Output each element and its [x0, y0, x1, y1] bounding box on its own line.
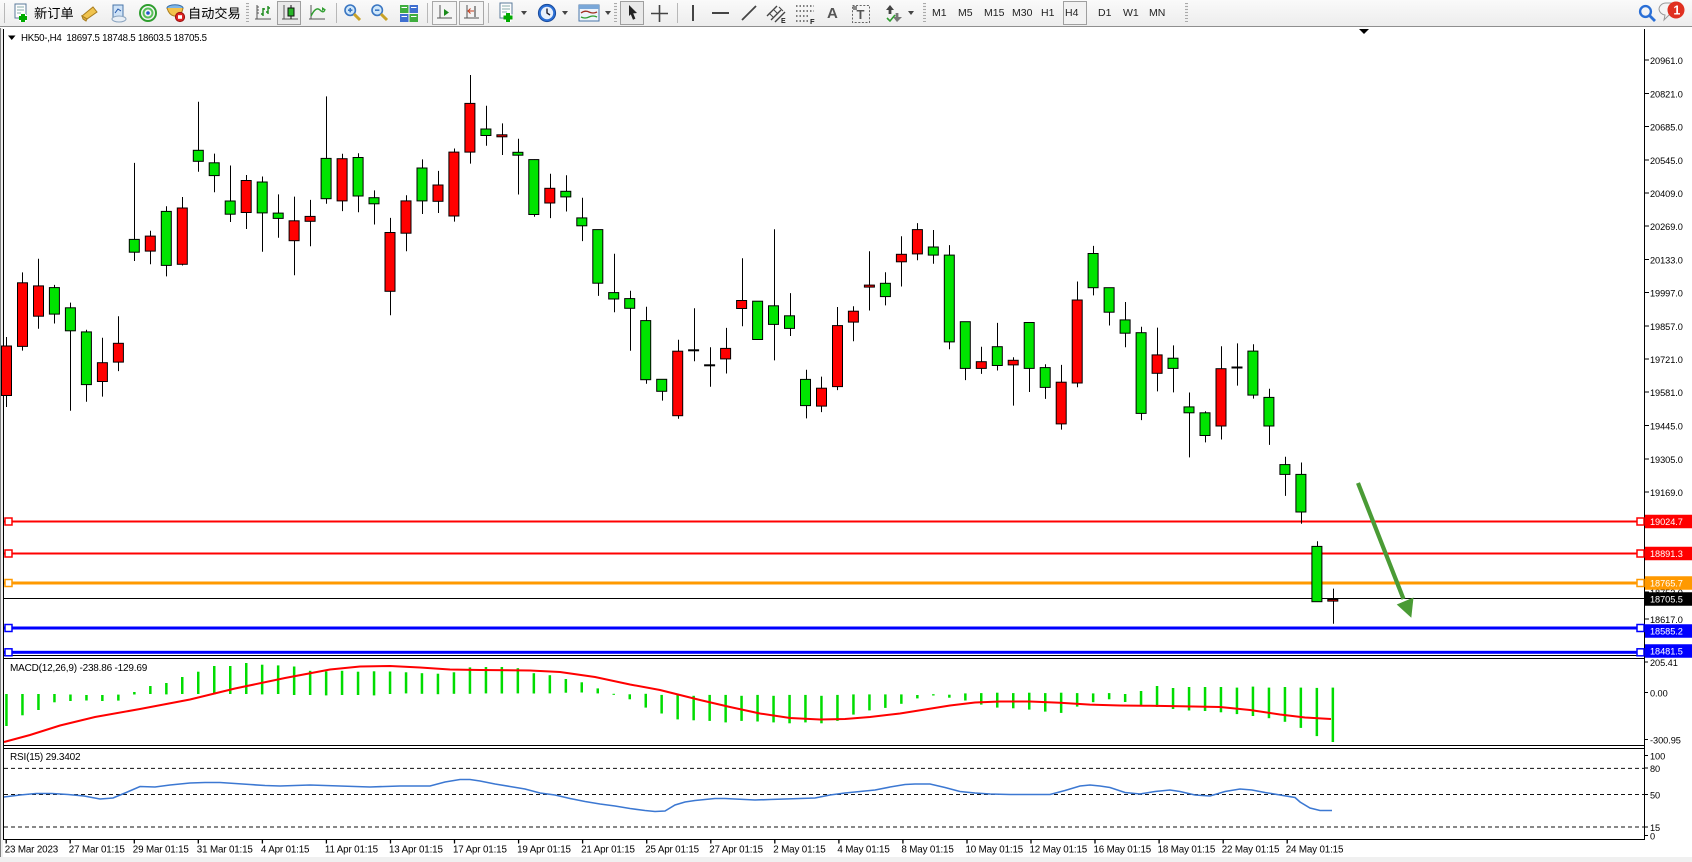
svg-text:12 May 01:15: 12 May 01:15 — [1030, 845, 1088, 856]
svg-text:19581.0: 19581.0 — [1650, 388, 1683, 398]
svg-text:16 May 01:15: 16 May 01:15 — [1094, 845, 1152, 856]
svg-text:27 Mar 01:15: 27 Mar 01:15 — [69, 845, 126, 856]
svg-text:20133.0: 20133.0 — [1650, 256, 1683, 266]
svg-text:25 Apr 01:15: 25 Apr 01:15 — [645, 845, 699, 856]
svg-text:T: T — [857, 7, 865, 22]
svg-text:22 May 01:15: 22 May 01:15 — [1222, 845, 1280, 856]
svg-text:19857.0: 19857.0 — [1650, 322, 1683, 332]
svg-text:19169.0: 19169.0 — [1650, 488, 1683, 498]
svg-text:20821.0: 20821.0 — [1650, 90, 1683, 100]
svg-text:20269.0: 20269.0 — [1650, 222, 1683, 232]
svg-text:0: 0 — [1650, 832, 1655, 842]
svg-text:HK50-,H4 18697.5 18748.5 1860: HK50-,H4 18697.5 18748.5 18603.5 18705.5 — [21, 33, 207, 44]
svg-text:18617.0: 18617.0 — [1650, 615, 1683, 625]
svg-text:F: F — [810, 17, 815, 24]
svg-text:4 Apr 01:15: 4 Apr 01:15 — [261, 845, 310, 856]
svg-text:31 Mar 01:15: 31 Mar 01:15 — [197, 845, 254, 856]
svg-text:18585.2: 18585.2 — [1650, 627, 1683, 637]
svg-text:27 Apr 01:15: 27 Apr 01:15 — [709, 845, 763, 856]
svg-text:19997.0: 19997.0 — [1650, 289, 1683, 299]
svg-text:RSI(15) 29.3402: RSI(15) 29.3402 — [10, 752, 81, 763]
svg-text:-300.95: -300.95 — [1650, 736, 1681, 746]
svg-text:80: 80 — [1650, 764, 1660, 774]
svg-text:29 Mar 01:15: 29 Mar 01:15 — [133, 845, 190, 856]
svg-text:19445.0: 19445.0 — [1650, 422, 1683, 432]
svg-text:23 Mar 2023: 23 Mar 2023 — [5, 845, 59, 856]
svg-text:18481.5: 18481.5 — [1650, 647, 1683, 657]
svg-text:4 May 01:15: 4 May 01:15 — [837, 845, 890, 856]
svg-text:8 May 01:15: 8 May 01:15 — [901, 845, 954, 856]
svg-text:E: E — [781, 18, 786, 24]
svg-text:20409.0: 20409.0 — [1650, 189, 1683, 199]
svg-text:0.00: 0.00 — [1650, 689, 1668, 699]
svg-text:21 Apr 01:15: 21 Apr 01:15 — [581, 845, 635, 856]
svg-text:MACD(12,26,9) -238.86 -129.69: MACD(12,26,9) -238.86 -129.69 — [10, 663, 148, 674]
svg-text:50: 50 — [1650, 791, 1660, 801]
svg-text:2 May 01:15: 2 May 01:15 — [773, 845, 826, 856]
svg-text:18891.3: 18891.3 — [1650, 549, 1683, 559]
svg-text:1: 1 — [1673, 4, 1680, 18]
svg-text:17 Apr 01:15: 17 Apr 01:15 — [453, 845, 507, 856]
svg-text:15: 15 — [1650, 823, 1660, 833]
svg-text:19721.0: 19721.0 — [1650, 355, 1683, 365]
svg-text:18705.5: 18705.5 — [1650, 595, 1683, 605]
svg-text:20685.0: 20685.0 — [1650, 123, 1683, 133]
svg-text:10 May 01:15: 10 May 01:15 — [966, 845, 1024, 856]
svg-text:20545.0: 20545.0 — [1650, 156, 1683, 166]
svg-text:13 Apr 01:15: 13 Apr 01:15 — [389, 845, 443, 856]
svg-text:18765.7: 18765.7 — [1650, 579, 1683, 589]
svg-text:19305.0: 19305.0 — [1650, 455, 1683, 465]
svg-text:100: 100 — [1650, 752, 1665, 762]
svg-text:205.41: 205.41 — [1650, 658, 1678, 668]
svg-text:20961.0: 20961.0 — [1650, 56, 1683, 66]
svg-text:24 May 01:15: 24 May 01:15 — [1286, 845, 1344, 856]
svg-text:19024.7: 19024.7 — [1650, 517, 1683, 527]
svg-text:18 May 01:15: 18 May 01:15 — [1158, 845, 1216, 856]
svg-text:11 Apr 01:15: 11 Apr 01:15 — [325, 845, 379, 856]
svg-text:19 Apr 01:15: 19 Apr 01:15 — [517, 845, 571, 856]
